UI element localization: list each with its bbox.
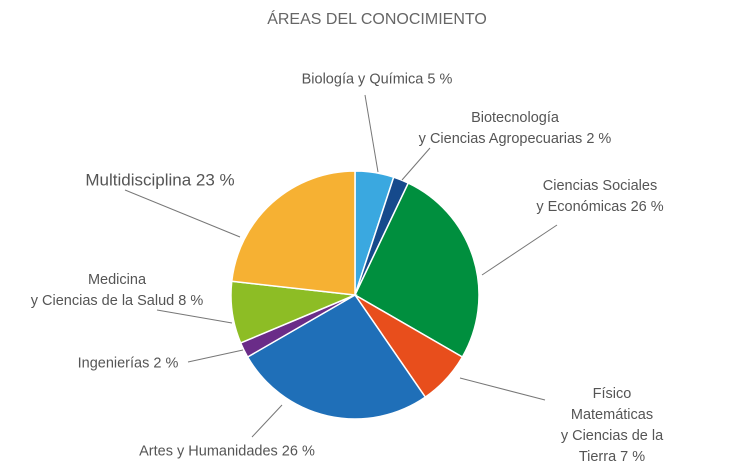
leader-line — [459, 377, 546, 401]
category-label: Medicina y Ciencias de la Salud — [30, 272, 175, 309]
value-label: 2 % — [586, 131, 612, 147]
slice-label: Físico Matemáticas y Ciencias de la Tier… — [551, 384, 673, 468]
category-label: Físico Matemáticas y Ciencias de la Tier… — [560, 386, 664, 465]
leader-line — [124, 189, 241, 238]
slice-label: Biología y Química 5 % — [302, 70, 453, 91]
leader-line — [187, 349, 244, 363]
value-label: 26 % — [630, 199, 664, 215]
category-label: Ingenierías — [77, 355, 150, 372]
category-label: Multidisciplina — [85, 170, 192, 190]
slice-label: Medicina y Ciencias de la Salud 8 % — [31, 270, 204, 312]
leader-line — [401, 147, 431, 181]
chart-title: ÁREAS DEL CONOCIMIENTO — [267, 11, 487, 28]
leader-line — [251, 404, 283, 438]
category-label: Artes y Humanidades — [139, 443, 278, 460]
category-label: Biología y Química — [301, 71, 424, 88]
slice-label: Biotecnología y Ciencias Agropecuarias 2… — [419, 108, 612, 150]
value-label: 8 % — [178, 293, 204, 309]
pie-slice — [230, 170, 356, 296]
slice-label: Multidisciplina 23 % — [85, 170, 234, 191]
slice-label: Artes y Humanidades 26 % — [139, 442, 315, 463]
value-label: 23 % — [195, 170, 235, 190]
pie-slice — [354, 182, 480, 359]
category-label: Ciencias Sociales y Económicas — [536, 178, 658, 215]
value-label: 5 % — [427, 71, 453, 88]
leader-line — [481, 224, 558, 276]
leader-line — [156, 309, 233, 324]
category-label: Biotecnología y Ciencias Agropecuarias — [418, 110, 583, 147]
slice-label: Ingenierías 2 % — [78, 354, 179, 375]
pie-slice — [246, 294, 427, 420]
value-label: 2 % — [153, 355, 179, 372]
value-label: 7 % — [620, 449, 646, 465]
value-label: 26 % — [281, 443, 315, 460]
leader-line — [364, 94, 379, 173]
slice-label: Ciencias Sociales y Económicas 26 % — [536, 176, 663, 218]
